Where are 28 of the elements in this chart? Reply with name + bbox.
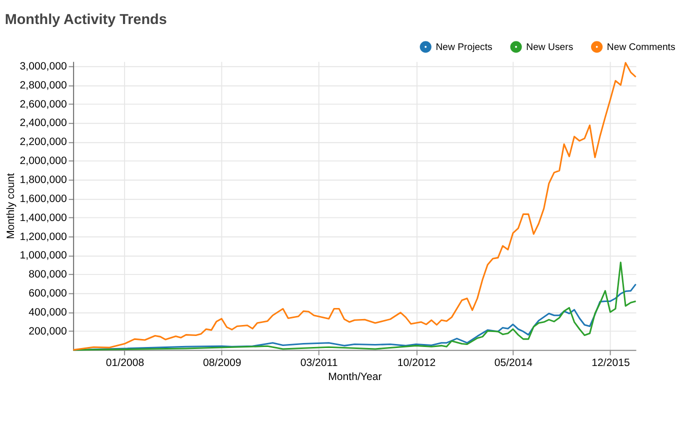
x-tick-label: 12/2015 (592, 356, 630, 369)
y-tick-label: 1,800,000 (20, 174, 67, 186)
legend-label: New Projects (436, 42, 493, 53)
line-series (72, 62, 637, 351)
x-tick-label: 03/2011 (300, 356, 338, 369)
y-axis-title: Monthly count (5, 173, 18, 240)
x-tick-label: 10/2012 (397, 356, 436, 369)
y-tick-label: 2,800,000 (20, 79, 67, 92)
y-tick-label: 1,400,000 (20, 212, 67, 224)
y-tick-label: 2,400,000 (20, 117, 67, 130)
y-tick-label: 400,000 (28, 306, 67, 318)
y-tick-label: 600,000 (28, 288, 67, 300)
y-tick-label: 1,000,000 (20, 250, 67, 262)
x-axis-title: Month/Year (328, 371, 382, 384)
x-tick-label: 01/2008 (106, 356, 144, 369)
y-tick-label: 2,600,000 (20, 98, 67, 110)
y-tick-label: 2,000,000 (20, 155, 67, 168)
y-tick-label: 1,600,000 (20, 192, 67, 205)
x-tick-label: 05/2014 (494, 356, 533, 369)
x-tick-label: 08/2009 (202, 356, 242, 369)
chart-title: Monthly Activity Trends (4, 12, 167, 28)
legend-label: New Comments (606, 42, 676, 53)
y-tick-label: 3,000,000 (20, 60, 67, 72)
y-tick-label: 1,200,000 (20, 230, 67, 243)
y-tick-label: 2,200,000 (20, 136, 67, 148)
y-tick-label: 200,000 (28, 325, 67, 338)
legend-label: New Users (526, 42, 574, 53)
y-tick-label: 800,000 (28, 268, 67, 281)
